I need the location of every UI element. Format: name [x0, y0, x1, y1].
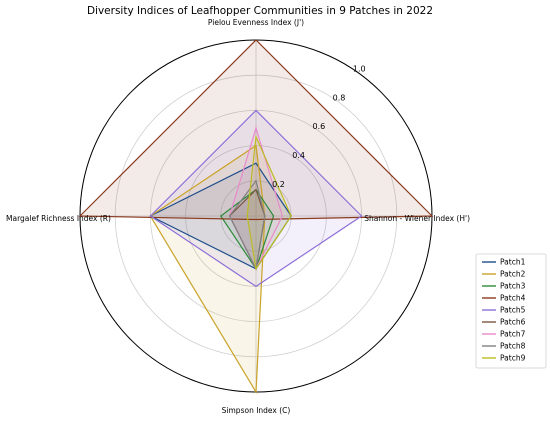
legend-label: Patch6: [500, 318, 526, 327]
legend-label: Patch7: [500, 330, 526, 339]
radial-tick-labels: 0.2 0.4 0.6 0.8 1.0: [272, 65, 365, 189]
r-tick-label: 0.4: [292, 151, 305, 160]
series-fill-patch7: [229, 128, 283, 269]
chart-title: Diversity Indices of Leafhopper Communit…: [87, 5, 433, 17]
legend-label: Patch3: [500, 282, 526, 291]
legend-label: Patch4: [500, 294, 526, 303]
series-line-patch5: [149, 109, 363, 288]
legend-label: Patch9: [500, 354, 526, 363]
r-tick-label: 1.0: [353, 65, 366, 74]
r-tick-label: 0.2: [272, 180, 285, 189]
series-line-patch9: [246, 134, 292, 271]
legend-label: Patch5: [500, 306, 526, 315]
legend-label: Patch2: [500, 270, 526, 279]
series-fill-patch6: [229, 189, 265, 269]
series-lines: [78, 39, 434, 395]
series-fill-patch9: [247, 136, 292, 269]
r-tick-label: 0.6: [312, 122, 325, 131]
legend-frame: [475, 253, 547, 369]
series-line-patch3: [219, 188, 275, 271]
series-line-patch8: [228, 179, 266, 271]
r-tick-label: 0.8: [333, 93, 346, 102]
series-fill-patch8: [229, 180, 265, 269]
axis-label-simpson: Simpson Index (C): [222, 406, 291, 415]
legend-label: Patch1: [500, 258, 526, 267]
axis-label-pielou: Pielou Evenness Index (J'): [208, 18, 304, 27]
legend: Patch1 Patch2 Patch3 Patch4 Patch5 Patch6 Patc…: [475, 253, 547, 369]
axis-label-shannon: Shannon - Wiener Index (H'): [364, 214, 470, 223]
axis-label-margalef: Margalef Richness Index (R): [6, 214, 111, 223]
legend-label: Patch8: [500, 342, 526, 351]
series-line-patch4: [78, 39, 434, 221]
